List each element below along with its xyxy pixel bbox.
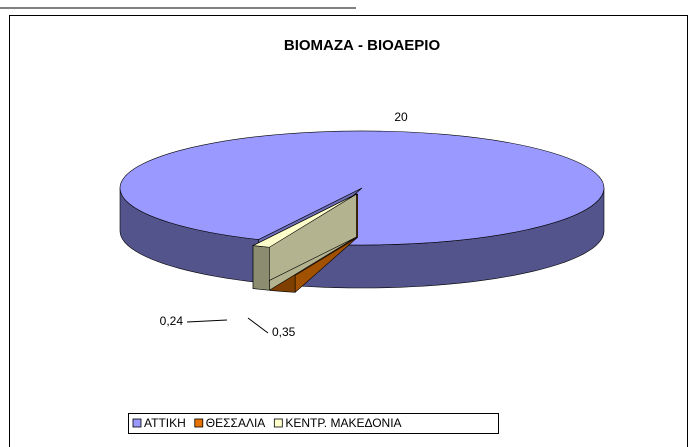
leader-line [186,319,228,323]
legend-box [128,413,499,434]
slice-side [252,245,270,291]
legend-label: ΚΕΝΤΡ. ΜΑΚΕΔΟΝΙΑ [285,416,401,430]
legend-swatch [273,418,283,428]
legend-swatch [194,418,204,428]
data-label: 0,35 [272,325,296,339]
data-label: 20 [394,110,408,124]
data-label: 0,24 [160,314,184,328]
slice-group [119,130,605,289]
chart-title: ΒΙΟΜΑΖΑ - ΒΙΟΑΕΡΙΟ [284,37,441,54]
legend-label: ΑΤΤΙΚΗ [144,416,186,430]
slice-group [252,193,357,291]
slice [252,193,357,248]
legend-label: ΘΕΣΣΑΛΙΑ [206,416,266,430]
slice [119,130,605,246]
leader-line [247,317,269,334]
legend-swatch [132,418,142,428]
